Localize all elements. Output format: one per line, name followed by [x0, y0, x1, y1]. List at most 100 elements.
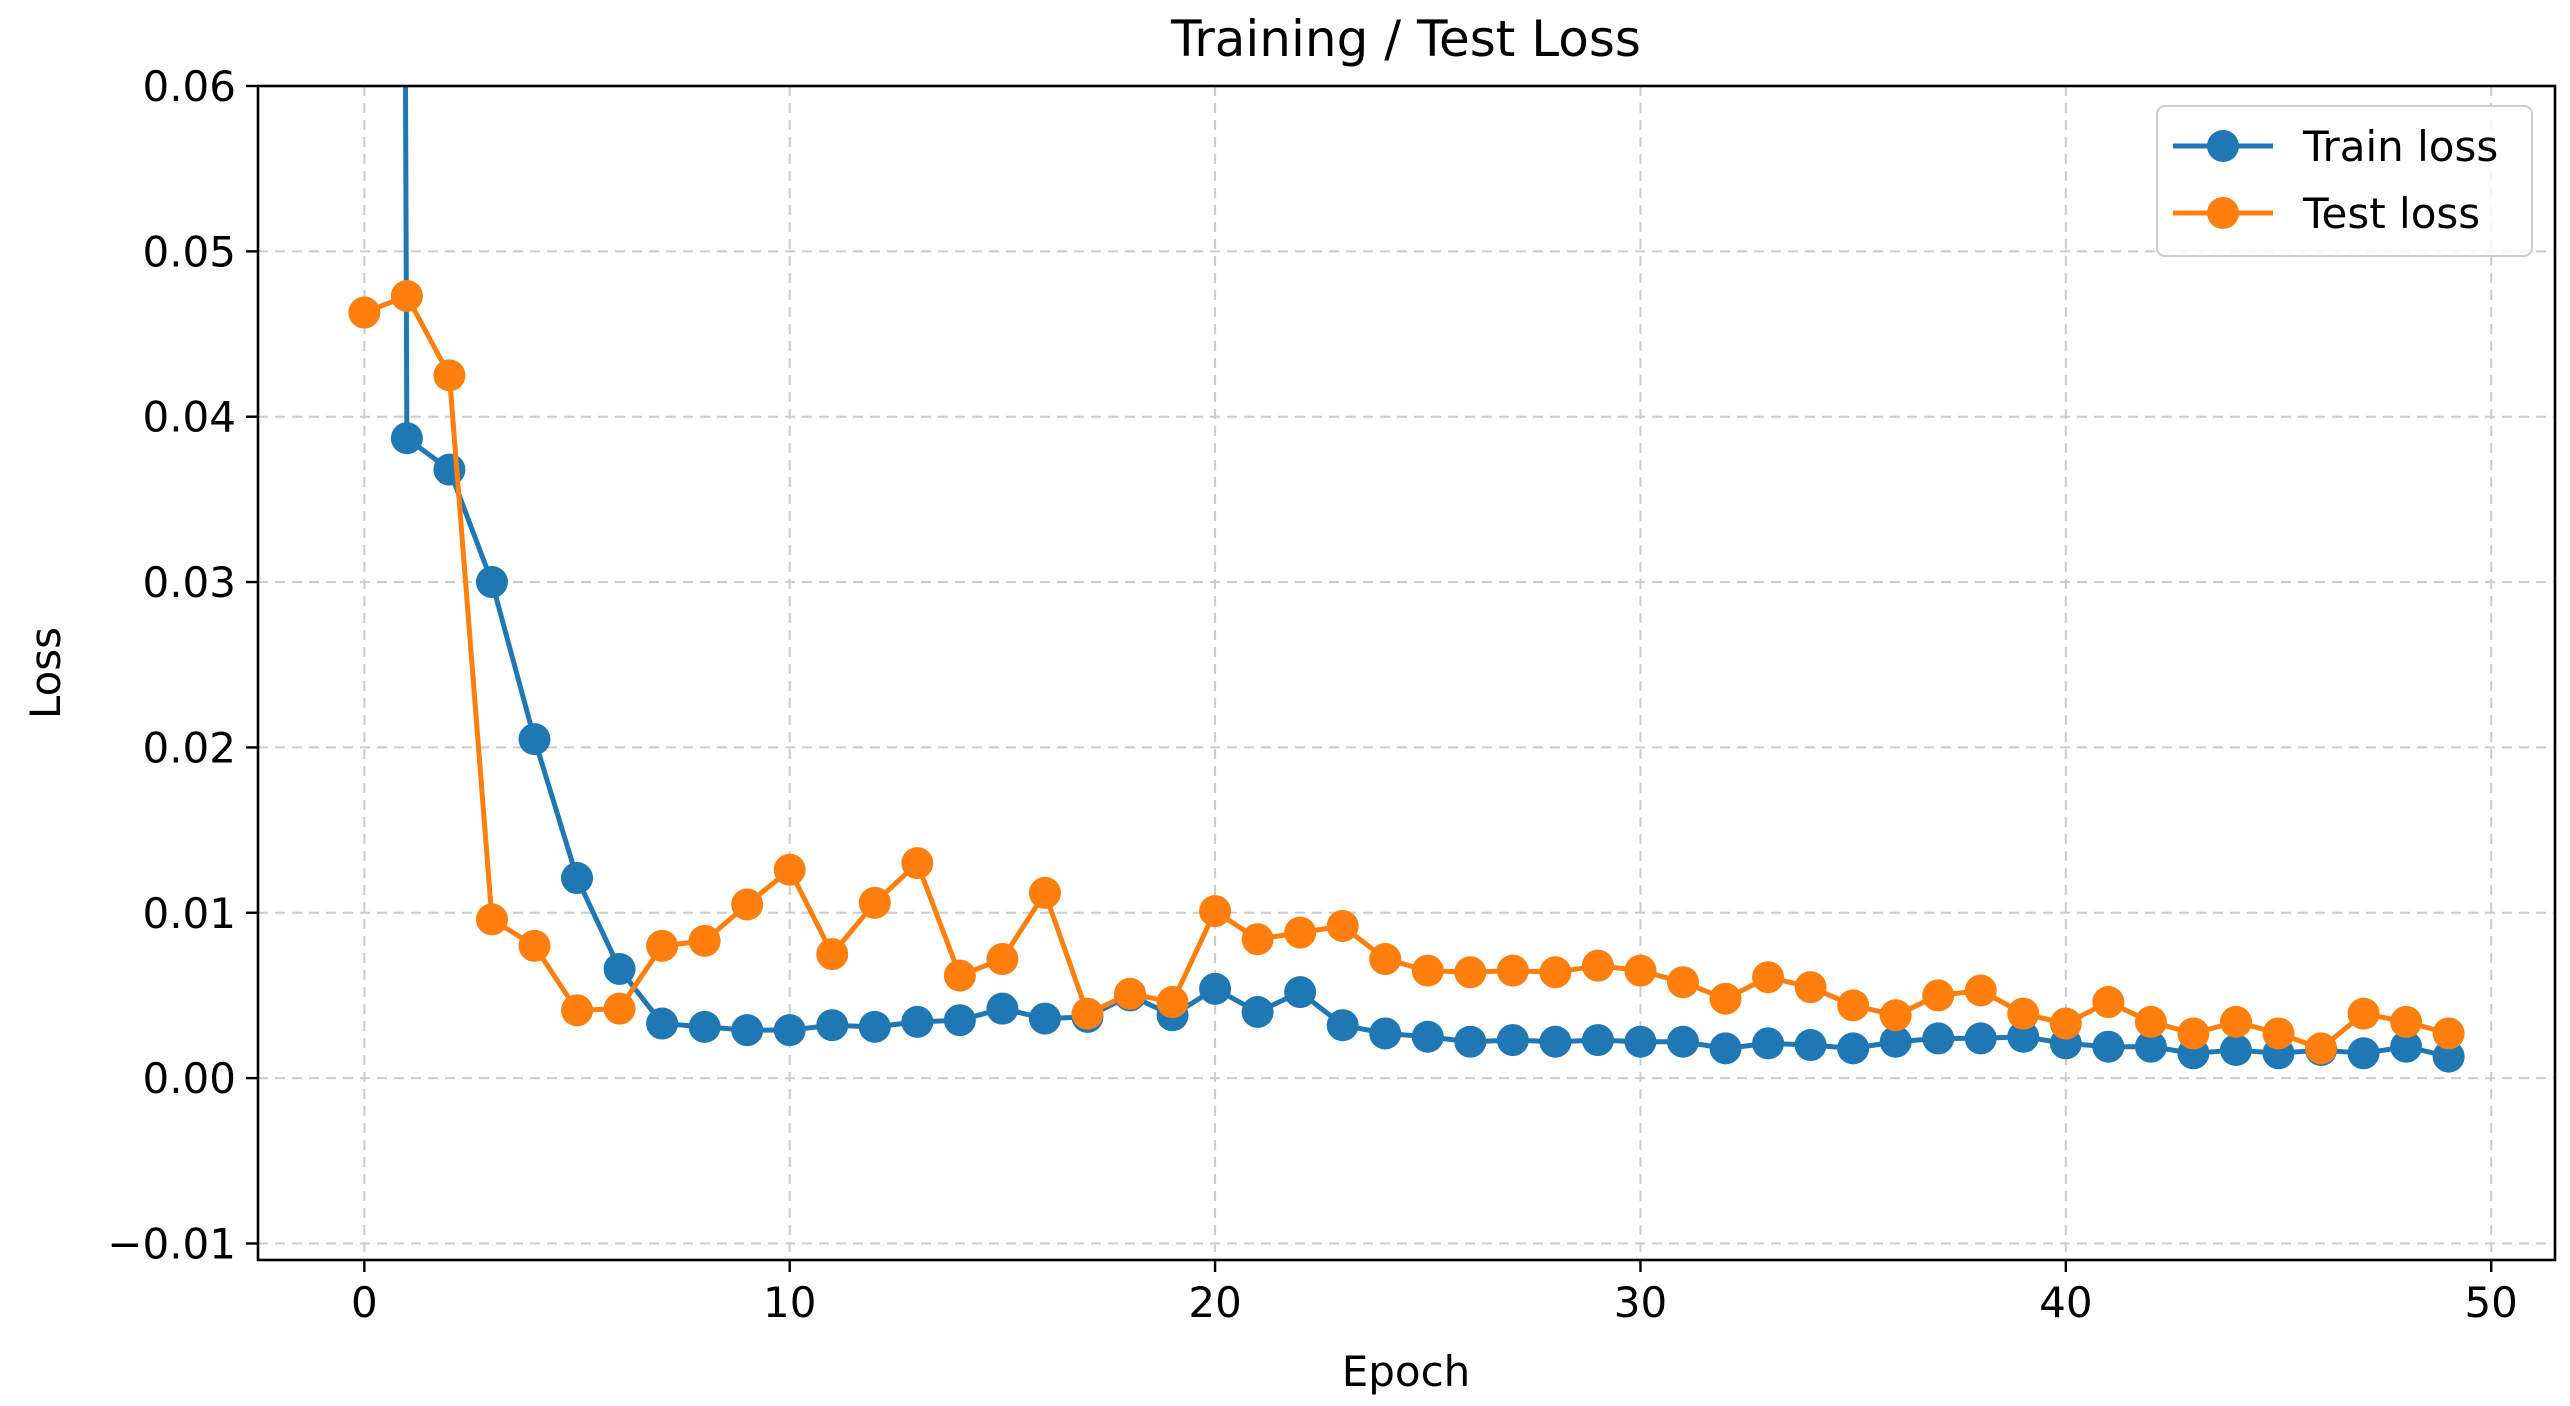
legend: Train loss Test loss: [2156, 105, 2533, 257]
series-test-loss: [348, 279, 2465, 1065]
x-tick-label: 10: [763, 1278, 816, 1327]
train-loss-point: [901, 1005, 934, 1038]
train-loss-point: [1581, 1024, 1614, 1057]
train-loss-point: [943, 1004, 976, 1037]
train-loss-point: [1411, 1020, 1444, 1053]
test-loss-point: [1539, 956, 1572, 989]
test-loss-point: [1837, 989, 1870, 1022]
test-loss-point: [2347, 997, 2380, 1030]
y-tick-label: 0.05: [142, 227, 236, 276]
legend-label-train: Train loss: [2302, 122, 2498, 171]
x-tick-label: 0: [351, 1278, 378, 1327]
test-loss-point: [1454, 956, 1487, 989]
test-loss-point: [2305, 1032, 2338, 1065]
train-loss-point: [688, 1010, 721, 1043]
y-tick-label: 0.04: [142, 393, 236, 442]
series-train-loss: [390, 86, 2465, 1073]
test-loss-point: [1199, 895, 1232, 928]
test-loss-point: [816, 938, 849, 971]
train-loss-point: [2092, 1030, 2125, 1063]
train-loss-point: [816, 1009, 849, 1042]
test-loss-point: [518, 929, 551, 962]
train-loss-point: [433, 453, 466, 486]
test-loss-point: [731, 888, 764, 921]
test-loss-point: [433, 359, 466, 392]
x-axis-label: Epoch: [1342, 1347, 1471, 1396]
test-loss-point: [2177, 1017, 2210, 1050]
test-loss-point: [1666, 966, 1699, 999]
y-axis-label: Loss: [21, 627, 70, 719]
test-loss-point: [475, 903, 508, 936]
test-loss-point: [2049, 1007, 2082, 1040]
train-loss-point: [1369, 1017, 1402, 1050]
test-loss-point: [773, 853, 806, 886]
train-loss-point: [475, 566, 508, 599]
train-loss-point: [603, 952, 636, 985]
y-tick-label: 0.03: [142, 558, 236, 607]
train-loss-point: [2219, 1034, 2252, 1067]
train-loss-point: [2007, 1020, 2040, 1053]
ticks: 0 10 20 30 40 50 −0.01 0.00 0.01 0.02 0.03 0.04 0.05…: [107, 62, 2518, 1327]
train-loss-point: [1241, 995, 1274, 1028]
test-loss-point: [2262, 1017, 2295, 1050]
test-loss-point: [1028, 876, 1061, 909]
test-loss-point: [2432, 1017, 2465, 1050]
train-loss-point: [646, 1007, 679, 1040]
legend-label-test: Test loss: [2302, 189, 2480, 238]
test-loss-point: [1156, 986, 1189, 1019]
x-tick-label: 30: [1614, 1278, 1667, 1327]
y-tick-label: 0.00: [142, 1054, 236, 1103]
legend-marker-train: [2207, 130, 2239, 162]
test-loss-point: [858, 886, 891, 919]
test-loss-point: [1496, 954, 1529, 987]
train-loss-point: [2432, 1040, 2465, 1073]
test-loss-point: [986, 943, 1019, 976]
train-loss-point: [986, 992, 1019, 1025]
test-loss-point: [1071, 997, 1104, 1030]
test-loss-point: [901, 847, 934, 880]
train-loss-point: [1964, 1022, 1997, 1055]
test-loss-point: [1794, 971, 1827, 1004]
test-loss-point: [943, 959, 976, 992]
test-loss-point: [1411, 954, 1444, 987]
train-loss-point: [1922, 1022, 1955, 1055]
test-loss-point: [1284, 916, 1317, 949]
test-loss-point: [1241, 923, 1274, 956]
train-loss-point: [1666, 1025, 1699, 1058]
train-loss-point: [390, 422, 423, 455]
train-loss-point: [1496, 1024, 1529, 1057]
train-loss-point: [1624, 1025, 1657, 1058]
plot-frame: [256, 84, 2557, 1262]
x-tick-label: 40: [2039, 1278, 2092, 1327]
chart-title: Training / Test Loss: [1170, 10, 1641, 68]
test-loss-point: [1922, 979, 1955, 1012]
train-loss-point: [1028, 1002, 1061, 1035]
test-loss-point: [1369, 943, 1402, 976]
train-loss-point: [1326, 1009, 1359, 1042]
test-loss-point: [1624, 954, 1657, 987]
train-loss-point: [773, 1014, 806, 1047]
train-loss-point: [1879, 1025, 1912, 1058]
test-loss-point: [390, 279, 423, 312]
test-loss-point: [688, 924, 721, 957]
test-loss-point: [1114, 977, 1147, 1010]
test-loss-point: [646, 929, 679, 962]
train-loss-point: [2134, 1030, 2167, 1063]
train-loss-point: [1752, 1027, 1785, 1060]
legend-marker-test: [2207, 197, 2239, 229]
y-tick-label: 0.06: [142, 62, 236, 111]
test-loss-point: [1964, 974, 1997, 1007]
test-loss-point: [603, 992, 636, 1025]
y-tick-label: 0.01: [142, 889, 236, 938]
train-loss-point: [518, 723, 551, 756]
test-loss-point: [348, 296, 381, 329]
test-loss-point: [2219, 1005, 2252, 1038]
train-loss-point: [2390, 1030, 2423, 1063]
test-loss-point: [1709, 982, 1742, 1015]
test-loss-point: [1326, 909, 1359, 942]
train-loss-point: [1837, 1032, 1870, 1065]
x-tick-label: 20: [1188, 1278, 1241, 1327]
test-loss-point: [2092, 986, 2125, 1019]
test-loss-point: [561, 994, 594, 1027]
